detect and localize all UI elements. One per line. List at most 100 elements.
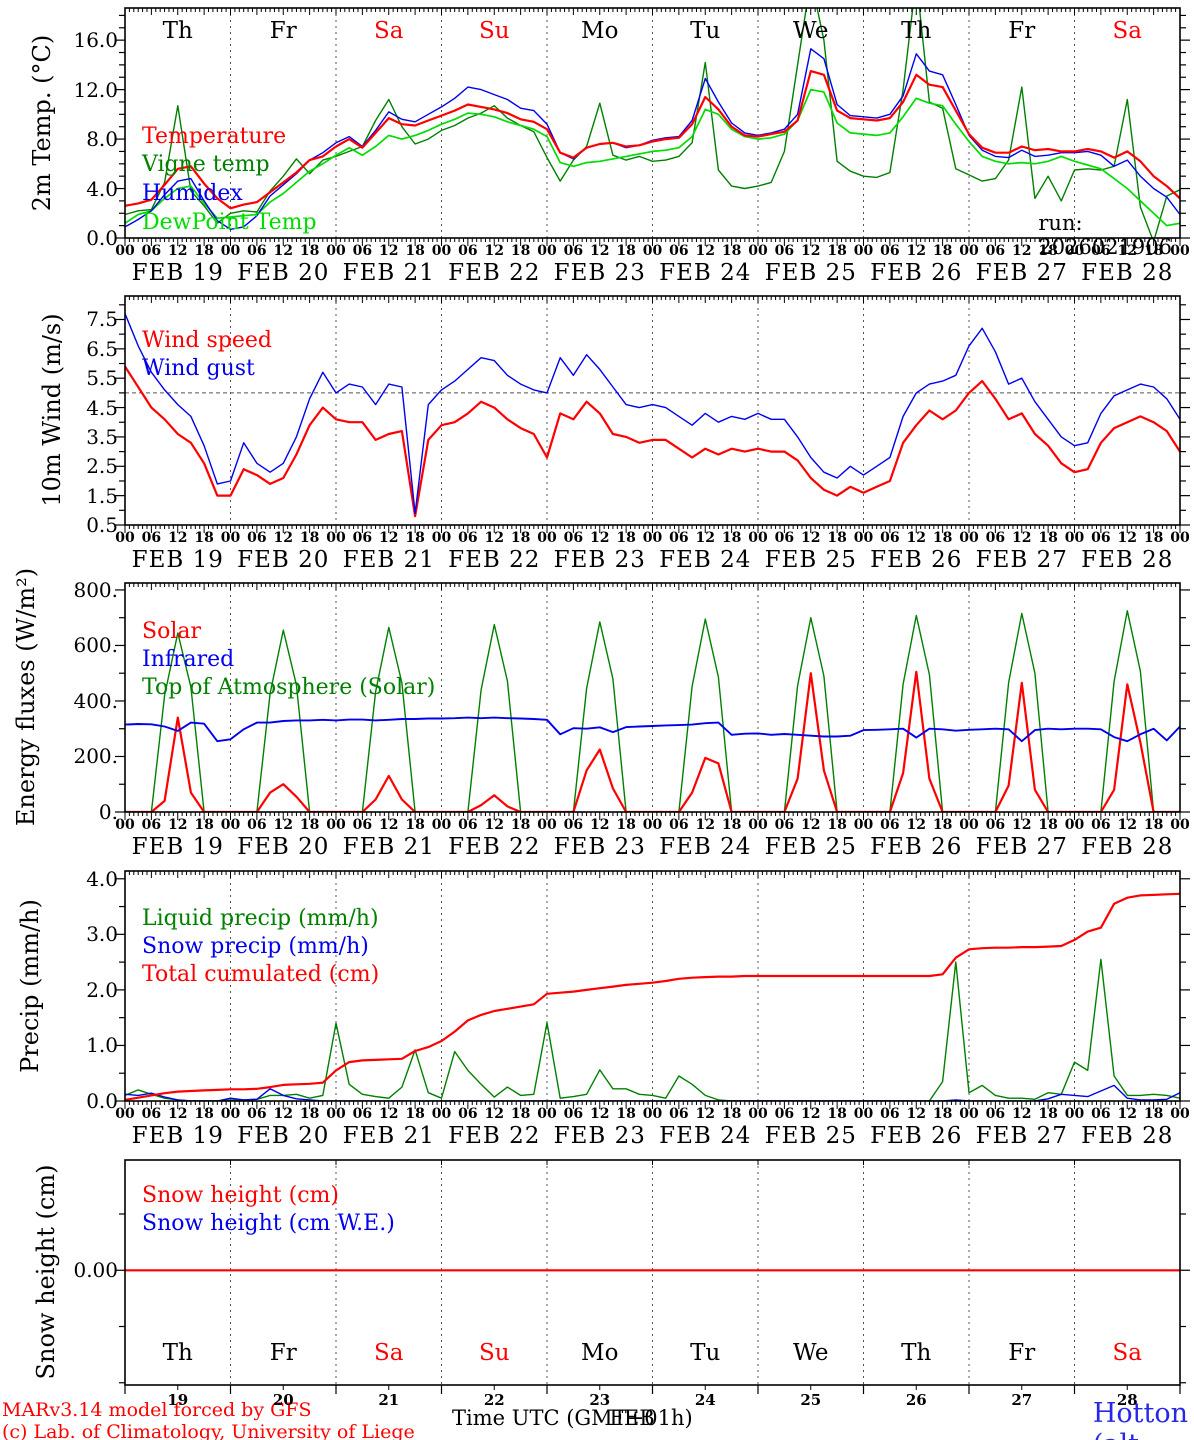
x-hour-label: 00 <box>1170 243 1190 259</box>
day-number-label: 27 <box>1011 1391 1033 1409</box>
day-number-label: 24 <box>694 1391 716 1409</box>
x-hour-label: 06 <box>880 243 900 259</box>
x-hour-label: 00 <box>115 817 135 833</box>
x-hour-label: 06 <box>352 1106 373 1122</box>
x-hour-label: 12 <box>590 817 610 833</box>
x-hour-label: 06 <box>141 243 162 259</box>
series-dewpoint-temp <box>125 88 1180 227</box>
weekday-label: Th <box>901 18 932 44</box>
weekday-label: Sa <box>374 1340 404 1366</box>
y-tick-label: 3.0 <box>86 922 118 947</box>
x-hour-label: 06 <box>1091 1106 1111 1122</box>
x-hour-label: 18 <box>616 530 636 546</box>
x-hour-label: 06 <box>774 1106 795 1122</box>
weekday-label: Su <box>478 1340 510 1366</box>
x-hour-label: 18 <box>827 243 847 259</box>
x-date-label: FEB 24 <box>659 1123 752 1149</box>
x-hour-label: 18 <box>194 817 214 833</box>
x-hour-label: 06 <box>774 243 795 259</box>
x-date-label: FEB 25 <box>764 834 857 860</box>
x-hour-label: 18 <box>405 817 425 833</box>
x-hour-label: 00 <box>959 243 979 259</box>
x-hour-label: 12 <box>484 530 504 546</box>
weekday-label: Fr <box>269 18 297 44</box>
x-hour-label: 12 <box>379 243 399 259</box>
x-hour-label: 00 <box>326 243 346 259</box>
x-date-label: FEB 27 <box>975 1123 1068 1149</box>
x-hour-label: 12 <box>168 530 188 546</box>
x-hour-label: 00 <box>1064 243 1085 259</box>
x-date-label: FEB 22 <box>448 1123 541 1149</box>
x-hour-label: 12 <box>1117 243 1137 259</box>
x-hour-label: 00 <box>853 243 874 259</box>
x-hour-label: 12 <box>379 530 399 546</box>
y-axis-title-energy: Energy fluxes (W/m²) <box>12 567 40 827</box>
x-hour-label: 12 <box>906 1106 926 1122</box>
x-hour-label: 12 <box>1012 817 1032 833</box>
weekday-label: Th <box>162 18 193 44</box>
x-date-label: FEB 28 <box>1081 1123 1174 1149</box>
x-hour-label: 06 <box>669 817 689 833</box>
weekday-label: Th <box>901 1340 932 1366</box>
x-hour-label: 18 <box>721 817 742 833</box>
x-hour-label: 00 <box>431 817 452 833</box>
x-hour-label: 18 <box>299 243 320 259</box>
y-axis-title-wind: 10m Wind (m/s) <box>38 313 66 507</box>
x-hour-label: 00 <box>431 243 452 259</box>
x-hour-label: 00 <box>642 243 663 259</box>
x-hour-label: 00 <box>537 817 557 833</box>
x-hour-label: 18 <box>1143 530 1164 546</box>
day-number-label: 19 <box>167 1391 189 1409</box>
legend-wind-gust: Wind gust <box>142 356 255 381</box>
x-hour-label: 12 <box>1117 817 1137 833</box>
x-hour-label: 06 <box>1091 243 1111 259</box>
x-hour-label: 06 <box>985 530 1006 546</box>
x-hour-label: 00 <box>1170 530 1190 546</box>
x-hour-label: 00 <box>748 1106 768 1122</box>
x-hour-label: 18 <box>721 243 742 259</box>
y-tick-label: 2.0 <box>86 977 118 1002</box>
x-hour-label: 00 <box>326 817 346 833</box>
x-date-label: FEB 28 <box>1081 834 1174 860</box>
x-hour-label: 06 <box>1091 530 1111 546</box>
x-hour-label: 12 <box>801 1106 821 1122</box>
y-tick-label: 8.0 <box>86 127 118 152</box>
panel-2-plot <box>115 582 1190 820</box>
x-hour-label: 18 <box>932 1106 953 1122</box>
panel-4-plot <box>115 1159 1190 1394</box>
x-hour-label: 00 <box>537 530 557 546</box>
y-tick-label: 7.5 <box>86 307 118 332</box>
y-tick-label: 0.0 <box>86 1089 118 1113</box>
x-hour-label: 06 <box>458 243 478 259</box>
x-hour-label: 12 <box>379 1106 399 1122</box>
x-hour-label: 18 <box>616 1106 636 1122</box>
x-hour-label: 06 <box>247 1106 267 1122</box>
x-date-label: FEB 26 <box>870 547 963 573</box>
y-tick-label: 1.0 <box>86 1033 118 1058</box>
x-hour-label: 18 <box>510 243 531 259</box>
x-hour-label: 00 <box>537 243 557 259</box>
x-hour-label: 00 <box>220 1106 241 1122</box>
legend-snow-height-cm-: Snow height (cm) <box>142 1183 339 1208</box>
x-hour-label: 00 <box>1170 1106 1190 1122</box>
x-hour-label: 00 <box>326 530 346 546</box>
x-hour-label: 12 <box>484 243 504 259</box>
y-tick-label: 400. <box>73 688 118 713</box>
x-hour-label: 18 <box>827 817 847 833</box>
x-hour-label: 18 <box>616 817 636 833</box>
x-date-label: FEB 24 <box>659 260 752 286</box>
x-date-label: FEB 21 <box>342 547 435 573</box>
x-hour-label: 06 <box>352 817 373 833</box>
legend-snow-precip-mm-h-: Snow precip (mm/h) <box>142 934 369 959</box>
legend-solar: Solar <box>142 619 201 644</box>
x-hour-label: 06 <box>985 1106 1006 1122</box>
day-number-label: 28 <box>1116 1391 1138 1409</box>
y-tick-label: 2.5 <box>86 454 118 479</box>
month-label: FEB <box>609 1406 655 1430</box>
x-hour-label: 00 <box>537 1106 557 1122</box>
x-hour-label: 18 <box>616 243 636 259</box>
x-hour-label: 18 <box>932 530 953 546</box>
x-hour-label: 00 <box>642 1106 663 1122</box>
x-hour-label: 06 <box>880 817 900 833</box>
